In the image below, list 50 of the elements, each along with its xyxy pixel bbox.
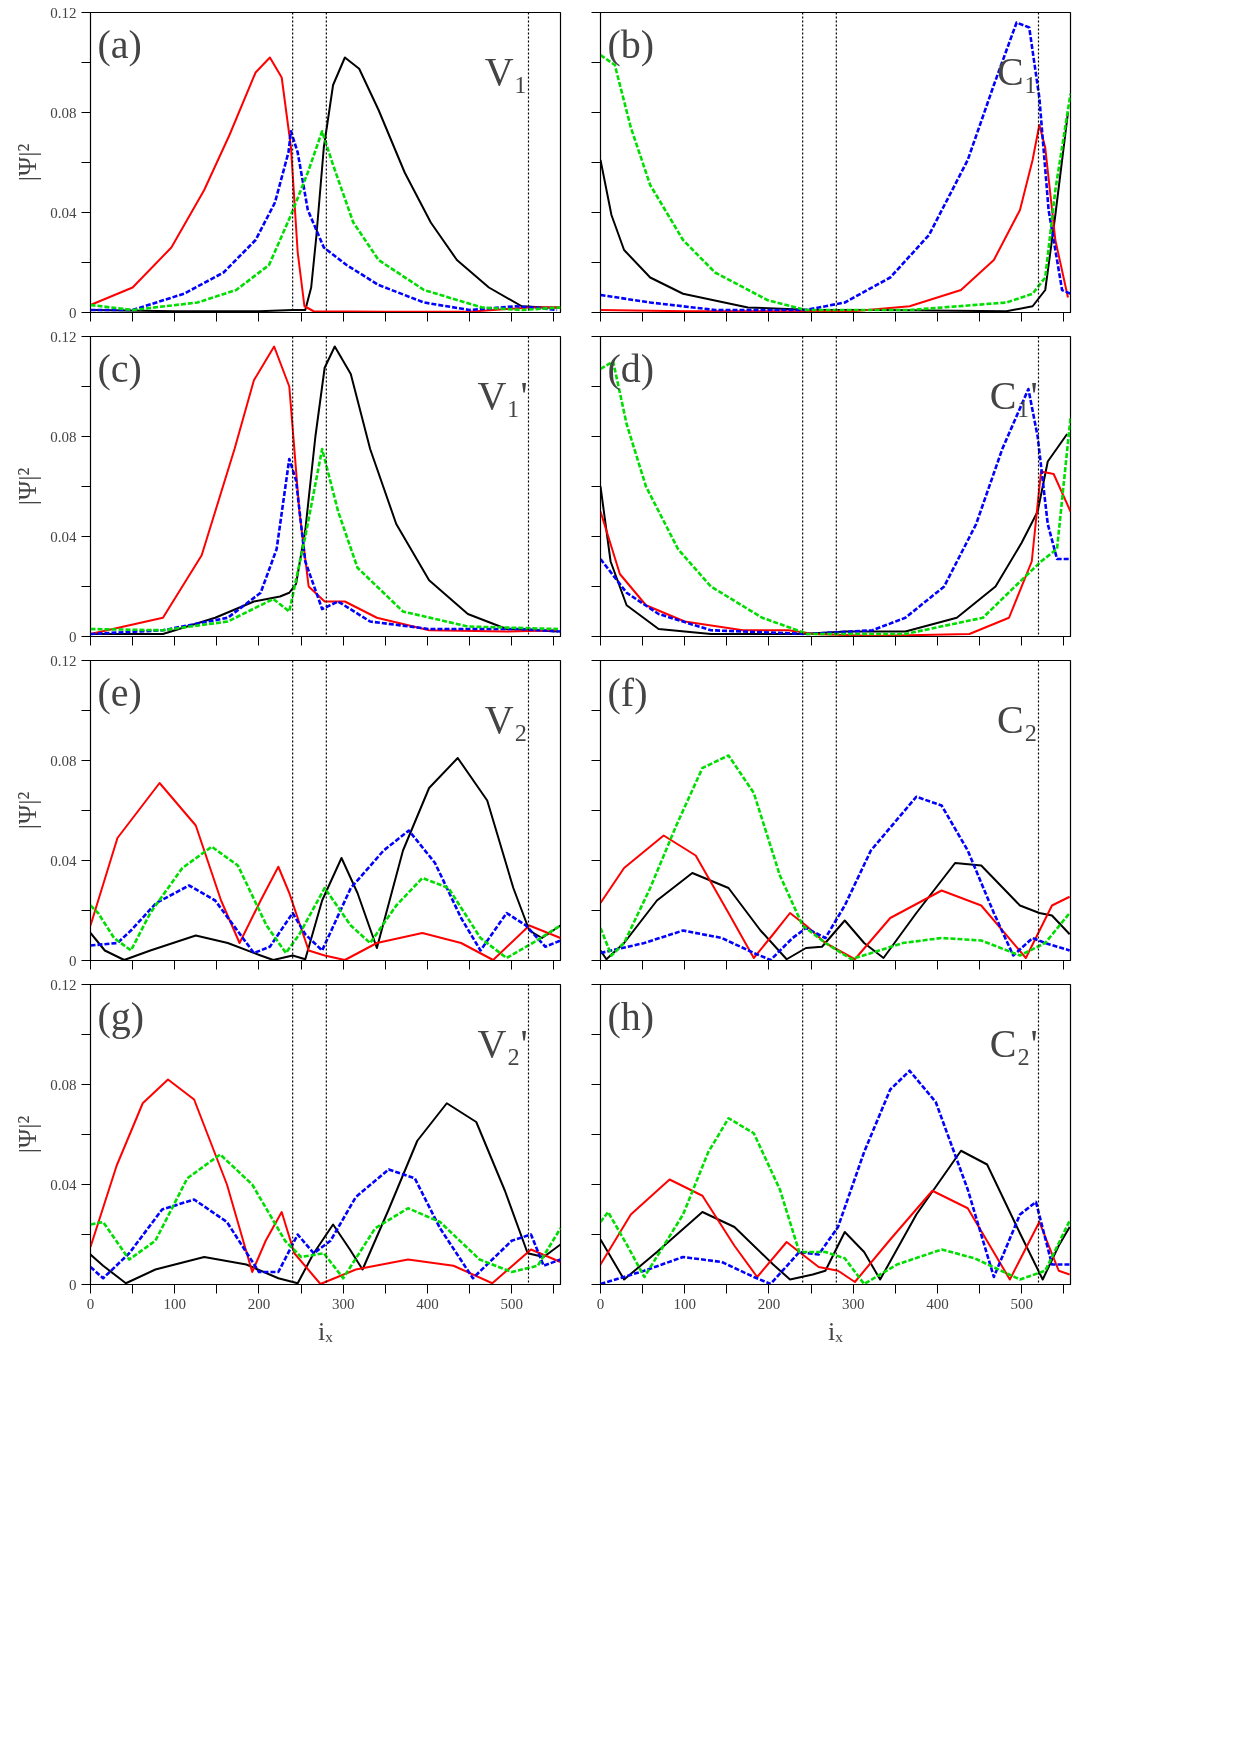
x-axis-title: iₓ [828,1316,844,1346]
y-tick-label: 0.12 [50,328,77,345]
annotation: V₂ [484,696,528,742]
y-tick-label: 0.08 [50,1076,77,1093]
x-tick-label: 300 [841,1295,865,1312]
x-tick-label: 200 [247,1295,271,1312]
x-axis-title: iₓ [318,1316,334,1346]
annotation: C₁' [989,372,1038,418]
x-tick-label: 100 [163,1295,186,1312]
x-tick-label: 400 [926,1295,949,1312]
y-axis-title: |Ψ|² [13,791,43,830]
annotation: C₁ [996,48,1038,94]
y-tick-label: 0.12 [50,652,77,669]
x-tick-label: 500 [500,1295,523,1312]
y-tick-label: 0 [69,304,77,321]
y-tick-label: 0.04 [50,204,77,221]
annotation: C₂ [996,696,1038,742]
annotation: (c) [97,345,142,391]
y-tick-label: 0.12 [50,4,77,21]
x-tick-label: 0 [86,1295,95,1312]
x-tick-label: 300 [331,1295,355,1312]
y-tick-label: 0.04 [50,852,77,869]
y-tick-label: 0.04 [50,528,77,545]
y-tick-label: 0.04 [50,1176,77,1193]
y-axis-title: |Ψ|² [13,467,43,506]
y-tick-label: 0 [69,952,77,969]
x-tick-label: 400 [416,1295,439,1312]
annotation: V₁ [484,48,528,94]
x-tick-label: 0 [596,1295,605,1312]
annotation: (g) [97,993,145,1039]
annotation: (h) [607,993,655,1039]
annotation: (d) [607,345,655,391]
y-tick-label: 0.08 [50,428,77,445]
y-tick-label: 0 [69,1276,77,1293]
annotation: (f) [607,669,648,715]
x-tick-label: 100 [673,1295,696,1312]
y-tick-label: 0.12 [50,976,77,993]
annotation: (e) [97,669,142,715]
annotation: C₂' [989,1020,1038,1066]
y-tick-label: 0.08 [50,104,77,121]
y-tick-label: 0 [69,628,77,645]
annotation: V₁' [477,372,528,418]
x-tick-label: 200 [757,1295,781,1312]
annotation: (b) [607,21,655,67]
y-axis-title: |Ψ|² [13,143,43,182]
x-tick-label: 500 [1010,1295,1033,1312]
annotation: V₂' [477,1020,528,1066]
y-tick-label: 0.08 [50,752,77,769]
y-axis-title: |Ψ|² [13,1115,43,1154]
annotation: (a) [97,21,142,67]
